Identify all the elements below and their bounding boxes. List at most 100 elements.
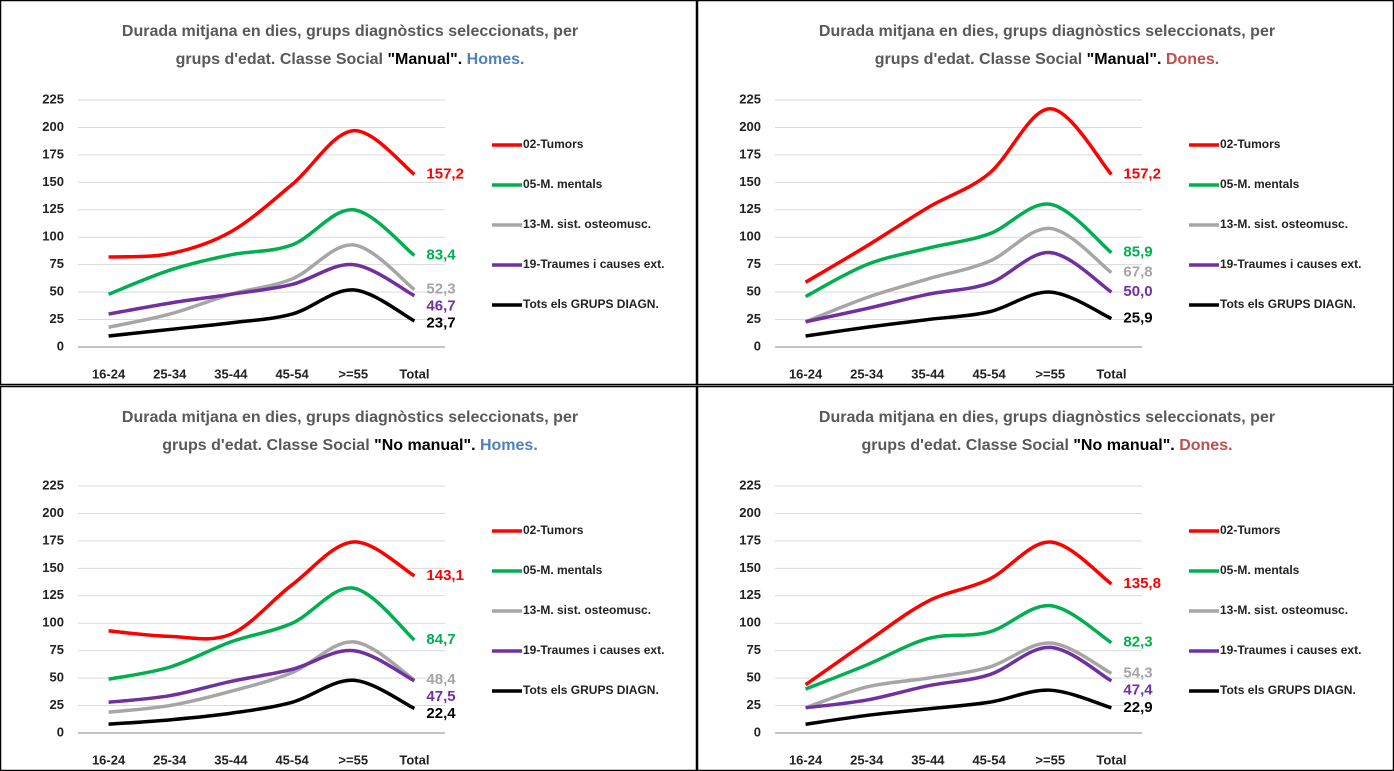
x-tick-label: Total	[1096, 366, 1126, 381]
y-tick-label: 0	[754, 338, 761, 353]
y-tick-label: 50	[50, 670, 64, 685]
title-class: "No manual".	[1073, 437, 1174, 454]
y-tick-label: 25	[747, 311, 761, 326]
y-tick-label: 100	[739, 229, 761, 244]
data-label: 22,4	[426, 705, 456, 722]
y-tick-label: 175	[739, 532, 761, 547]
x-tick-label: 45-54	[275, 366, 309, 381]
x-tick-label: >=55	[338, 752, 368, 767]
series-line	[108, 648, 416, 705]
y-tick-label: 225	[42, 477, 64, 492]
x-tick-label: >=55	[1035, 752, 1065, 767]
data-label: 23,7	[426, 315, 455, 332]
legend-label: 19-Traumes i causes ext.	[1220, 643, 1361, 657]
x-tick-label: 25-34	[153, 366, 187, 381]
data-label: 48,4	[426, 671, 456, 688]
data-label: 84,7	[426, 631, 455, 648]
x-tick-label: 45-54	[972, 366, 1006, 381]
x-tick-label: Total	[1096, 752, 1126, 767]
x-tick-label: 25-34	[850, 752, 884, 767]
data-label: 22,9	[1123, 699, 1152, 716]
y-tick-label: 50	[747, 670, 761, 685]
x-tick-label: 35-44	[214, 366, 248, 381]
series-line	[805, 688, 1112, 726]
series-line	[805, 250, 1113, 324]
legend-label: 13-M. sist. osteomusc.	[1220, 603, 1348, 617]
legend-label: 19-Traumes i causes ext.	[523, 257, 664, 271]
x-tick-label: 35-44	[911, 752, 945, 767]
y-tick-label: 175	[42, 146, 64, 161]
chart-panel: Durada mitjana en dies, grups diagnòstic…	[0, 0, 698, 386]
data-label: 85,9	[1123, 244, 1152, 261]
title-class: "Manual".	[387, 51, 462, 68]
series-line	[805, 645, 1113, 710]
data-label: 157,2	[426, 165, 464, 182]
x-tick-label: Total	[399, 366, 429, 381]
chart-panel: Durada mitjana en dies, grups diagnòstic…	[0, 385, 698, 771]
series-line	[805, 290, 1113, 338]
y-tick-label: 100	[739, 615, 761, 630]
title-sex: Dones.	[1179, 437, 1232, 454]
data-label: 47,5	[426, 688, 455, 705]
chart-title-line: grups d'edat. Classe Social "No manual".…	[861, 437, 1232, 454]
data-label: 135,8	[1123, 575, 1161, 592]
y-tick-label: 100	[42, 615, 64, 630]
title-sex: Dones.	[1166, 51, 1219, 68]
title-sex: Homes.	[480, 437, 538, 454]
y-tick-label: 150	[739, 174, 761, 189]
x-tick-label: >=55	[338, 366, 368, 381]
x-tick-label: 45-54	[972, 752, 1006, 767]
x-tick-label: 25-34	[850, 366, 884, 381]
y-tick-label: 125	[42, 587, 64, 602]
legend-label: Tots els GRUPS DIAGN.	[523, 683, 659, 697]
y-tick-label: 50	[50, 284, 64, 299]
y-tick-label: 225	[42, 91, 64, 106]
series-line	[108, 262, 416, 316]
y-tick-label: 200	[42, 119, 64, 134]
x-tick-label: Total	[399, 752, 429, 767]
legend-label: Tots els GRUPS DIAGN.	[523, 297, 659, 311]
y-tick-label: 225	[739, 91, 761, 106]
y-tick-label: 25	[50, 697, 64, 712]
title-text: grups d'edat. Classe Social	[176, 51, 383, 68]
chart-title-line: Durada mitjana en dies, grups diagnòstic…	[819, 409, 1275, 426]
y-tick-label: 150	[739, 560, 761, 575]
legend-label: 19-Traumes i causes ext.	[523, 643, 664, 657]
legend-label: 13-M. sist. osteomusc.	[1220, 217, 1348, 231]
series-line	[108, 288, 416, 338]
y-tick-label: 0	[57, 724, 64, 739]
y-tick-label: 50	[747, 284, 761, 299]
series-line	[804, 202, 1113, 299]
chart-title-line: grups d'edat. Classe Social "No manual".…	[162, 437, 538, 454]
series-line	[108, 243, 416, 329]
series-line	[804, 107, 1113, 284]
x-tick-label: 16-24	[92, 366, 126, 381]
y-tick-label: 0	[754, 724, 761, 739]
series-line	[804, 540, 1113, 687]
y-tick-label: 175	[739, 146, 761, 161]
legend-label: 13-M. sist. osteomusc.	[523, 603, 651, 617]
data-label: 25,9	[1123, 310, 1152, 327]
y-tick-label: 0	[57, 338, 64, 353]
legend-label: 02-Tumors	[523, 523, 584, 537]
chart-panel: Durada mitjana en dies, grups diagnòstic…	[696, 385, 1394, 771]
data-label: 83,4	[426, 246, 456, 263]
y-tick-label: 75	[747, 642, 761, 657]
chart-title-line: Durada mitjana en dies, grups diagnòstic…	[122, 23, 578, 40]
x-tick-label: 16-24	[92, 752, 126, 767]
series-line	[804, 226, 1113, 324]
series-line	[108, 586, 416, 681]
y-tick-label: 125	[739, 201, 761, 216]
series-line	[804, 603, 1113, 691]
legend-label: 05-M. mentals	[523, 177, 603, 191]
legend-label: 02-Tumors	[1220, 523, 1281, 537]
title-class: "Manual".	[1087, 51, 1162, 68]
y-tick-label: 150	[42, 174, 64, 189]
x-tick-label: 16-24	[789, 366, 823, 381]
data-label: 54,3	[1123, 664, 1152, 681]
y-tick-label: 125	[739, 587, 761, 602]
y-tick-label: 200	[739, 505, 761, 520]
data-label: 46,7	[426, 298, 455, 315]
data-label: 82,3	[1123, 634, 1152, 651]
